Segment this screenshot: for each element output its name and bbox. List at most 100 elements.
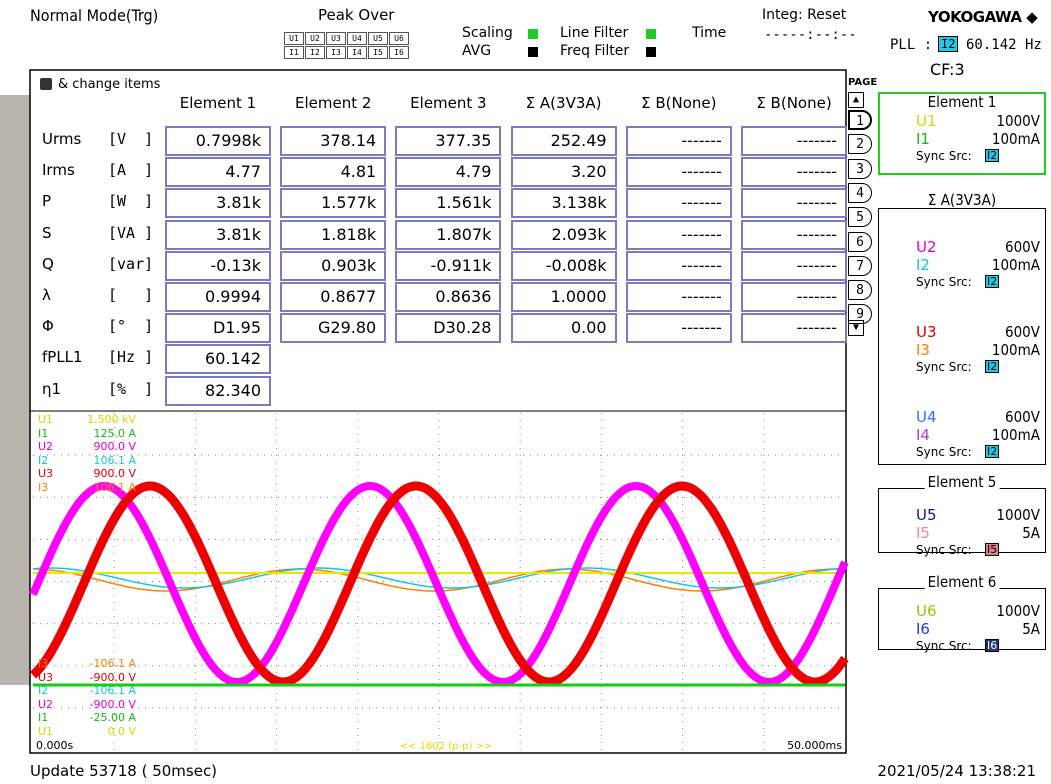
value-cell: 1.561k: [395, 188, 501, 218]
wave-scale: 900.0 V: [93, 441, 136, 452]
column-header: Σ A(3V3A): [526, 96, 602, 111]
wave-scale: -900.0 V: [90, 699, 136, 710]
sync-label: Sync Src:: [916, 361, 972, 373]
wave-scale: -106.1 A: [90, 658, 136, 669]
pll-source: I2: [938, 36, 958, 52]
cf: CF:3: [930, 62, 965, 78]
value-cell: 1.818k: [280, 220, 386, 250]
wave-channel: U3: [38, 672, 53, 683]
row-unit: [W ]: [108, 194, 153, 209]
value-cell: 252.49: [511, 126, 617, 156]
wave-channel: I1: [38, 712, 48, 723]
freq-filter: Freq Filter: [560, 44, 629, 58]
value-cell: -------: [741, 220, 847, 250]
row-label: Urms: [42, 132, 81, 147]
channel-name: I5: [916, 526, 930, 541]
row-unit: [ ]: [108, 288, 153, 303]
range-title: Σ A(3V3A): [925, 193, 999, 208]
value-cell: 378.14: [280, 126, 386, 156]
value-text: 0.8636: [435, 287, 499, 306]
value-text: -------: [797, 256, 845, 275]
value-text: 3.138k: [552, 193, 615, 212]
value-cell: 3.81k: [165, 220, 271, 250]
peak-indicator: I6: [389, 46, 409, 59]
range-title: Element 1: [925, 95, 1000, 110]
value-text: -------: [681, 256, 729, 275]
value-cell: 1.807k: [395, 220, 501, 250]
value-text: 0.903k: [321, 256, 384, 275]
column-header: Σ B(None): [756, 96, 831, 111]
column-header: Element 3: [410, 96, 486, 111]
value-cell: 2.093k: [511, 220, 617, 250]
page-label: PAGE: [848, 78, 877, 88]
channel-name: U2: [916, 240, 937, 255]
value-text: 1.577k: [321, 193, 384, 212]
value-cell: -------: [626, 188, 732, 218]
peak-indicator: I5: [368, 46, 388, 59]
row-label: Φ: [42, 319, 54, 334]
peak-indicator: I4: [347, 46, 367, 59]
value-text: -------: [681, 318, 729, 337]
channel-range: 600V: [1005, 410, 1040, 425]
wave-scale: -25.00 A: [90, 712, 136, 723]
value-text: 4.81: [341, 162, 385, 181]
range-title: Element 5: [925, 475, 1000, 490]
channel-name: I2: [916, 258, 930, 273]
sync-label: Sync Src:: [916, 276, 972, 288]
value-text: -------: [681, 225, 729, 244]
peak-over: Peak Over: [318, 8, 394, 23]
column-header: Element 2: [295, 96, 371, 111]
value-text: 3.81k: [216, 225, 269, 244]
value-text: -0.13k: [210, 256, 269, 275]
page-button: 3: [848, 159, 872, 179]
wave-channel: U3: [38, 468, 53, 479]
value-cell: -------: [741, 282, 847, 312]
value-text: -0.911k: [431, 256, 500, 275]
value-cell: -------: [626, 220, 732, 250]
page-button: 2: [848, 134, 872, 154]
value-cell: 4.81: [280, 157, 386, 187]
sync-source: I2: [985, 445, 999, 458]
value-cell: 4.79: [395, 157, 501, 187]
row-unit: [A ]: [108, 163, 153, 178]
sync-label: Sync Src:: [916, 640, 972, 652]
scaling-indicator: [528, 29, 538, 39]
sync-source: I2: [985, 149, 999, 162]
wave-channel: I1: [38, 428, 48, 439]
value-text: 60.142: [205, 349, 269, 368]
value-text: -------: [681, 162, 729, 181]
row-label: η1: [42, 382, 61, 397]
column-header: Element 1: [180, 96, 256, 111]
row-unit: [% ]: [108, 382, 153, 397]
table-icon: [40, 78, 52, 90]
value-text: 0.7998k: [196, 131, 269, 150]
value-text: 378.14: [320, 131, 384, 150]
datetime: 2021/05/24 13:38:21: [877, 764, 1036, 779]
time-end: 50.000ms: [787, 740, 842, 751]
value-cell: 377.35: [395, 126, 501, 156]
value-cell: -0.911k: [395, 251, 501, 281]
value-cell: 4.77: [165, 157, 271, 187]
sync-source: I6: [985, 639, 999, 652]
value-cell: 0.903k: [280, 251, 386, 281]
value-cell: -0.008k: [511, 251, 617, 281]
range-title: Element 6: [925, 575, 1000, 590]
value-cell: 1.0000: [511, 282, 617, 312]
wave-scale: -106.1 A: [90, 685, 136, 696]
wave-channel: I3: [38, 482, 48, 493]
row-unit: [var]: [108, 257, 153, 272]
wave-channel: U2: [38, 441, 53, 452]
wave-scale: 1.500 kV: [87, 414, 136, 425]
value-text: 3.20: [571, 162, 615, 181]
pll-label: PLL :: [890, 38, 932, 52]
channel-name: I1: [916, 132, 930, 147]
time-label: Time: [692, 26, 726, 40]
value-cell: 3.138k: [511, 188, 617, 218]
value-text: -------: [681, 193, 729, 212]
value-text: -------: [797, 193, 845, 212]
page-button: 6: [848, 232, 872, 252]
row-label: S: [42, 226, 52, 241]
value-cell: 60.142: [165, 344, 271, 374]
sync-source: I2: [985, 275, 999, 288]
value-cell: D30.28: [395, 313, 501, 343]
